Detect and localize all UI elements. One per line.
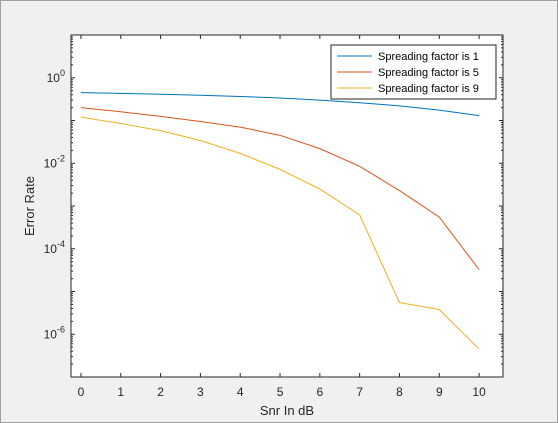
y-tick-label-base: 10 (44, 327, 58, 341)
y-tick-label-exponent: -4 (57, 239, 65, 249)
y-tick-label-base: 10 (44, 242, 58, 256)
x-tick-label-9: 9 (436, 385, 443, 399)
x-tick-label-4: 4 (237, 385, 244, 399)
x-tick-label-6: 6 (317, 385, 324, 399)
legend-label-1: Spreading factor is 1 (378, 51, 479, 63)
x-tick-label-8: 8 (396, 385, 403, 399)
y-tick-label--2: 10-2 (44, 153, 65, 170)
x-tick-label-7: 7 (356, 385, 363, 399)
x-tick-label-10: 10 (472, 385, 486, 399)
x-axis-label: Snr In dB (260, 403, 314, 418)
y-tick-label--6: 10-6 (44, 324, 65, 341)
y-tick-label--4: 10-4 (44, 239, 65, 256)
x-tick-label-3: 3 (197, 385, 204, 399)
y-axis-label: Error Rate (22, 176, 37, 236)
x-tick-label-0: 0 (78, 385, 85, 399)
series-2-line (80, 107, 480, 270)
y-tick-label-exponent: -2 (57, 153, 65, 163)
x-tick-label-2: 2 (157, 385, 164, 399)
y-tick-label-0: 100 (47, 68, 65, 85)
legend-label-2: Spreading factor is 5 (378, 67, 479, 79)
y-tick-label-exponent: 0 (60, 68, 65, 78)
x-tick-label-1: 1 (117, 385, 124, 399)
x-tick-label-5: 5 (277, 385, 284, 399)
series-1-line (80, 92, 480, 117)
y-tick-label-base: 10 (44, 156, 58, 170)
y-tick-label-base: 10 (47, 71, 61, 85)
series-3-line (80, 116, 480, 350)
legend-label-3: Spreading factor is 9 (378, 83, 479, 95)
legend: Spreading factor is 1 Spreading factor is… (330, 44, 497, 100)
y-tick-label-exponent: -6 (57, 324, 65, 334)
series-layer (80, 92, 480, 350)
